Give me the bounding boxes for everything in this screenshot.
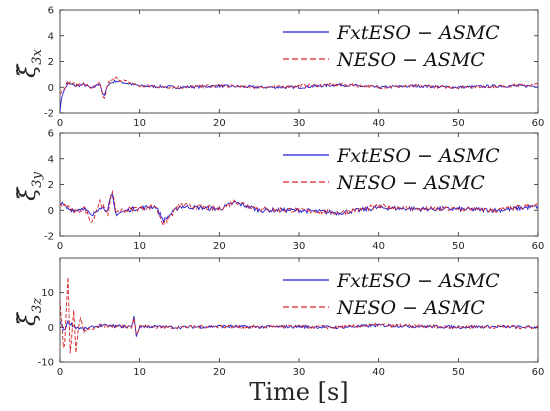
x-tick-label: 50 [452,241,465,252]
y-axis-label: ξ̃3x [13,48,45,77]
y-axis-label-subscript: 3x [30,48,45,64]
y-tick-label: 4 [48,31,54,42]
x-tick-label: 30 [293,118,306,129]
series-line-fxteso-asmc [60,79,538,112]
y-tick-label: 6 [48,6,54,17]
x-tick-label: 40 [372,241,385,252]
legend-label-1: NESO − ASMC [336,49,485,71]
y-axis-label-subscript: 3z [30,298,45,313]
legend-label-0: FxtESO − ASMC [336,22,500,44]
series-line-neso-asmc [60,277,538,354]
x-tick-label: 0 [57,367,63,378]
x-tick-label: 60 [532,241,545,252]
x-tick-label: 40 [372,118,385,129]
x-tick-label: 60 [532,367,545,378]
x-tick-label: 60 [532,118,545,129]
x-tick-label: 20 [213,241,226,252]
axes-frame [59,257,539,363]
y-tick-label: 6 [48,129,54,140]
y-axis-label: ξ̃3z [13,298,45,326]
x-tick-label: 20 [213,118,226,129]
y-tick-label: 2 [48,180,54,191]
x-tick-label: 20 [213,367,226,378]
y-tick-label: 10 [41,288,54,299]
series-line-neso-asmc [60,189,538,227]
x-tick-label: 50 [452,367,465,378]
x-axis-label: Time [s] [249,378,348,406]
y-axis-label-subscript: 3y [30,171,45,187]
y-tick-label: 0 [48,323,54,334]
x-tick-label: 0 [57,241,63,252]
legend-label-1: NESO − ASMC [336,297,485,319]
y-tick-label: 2 [48,57,54,68]
legend-label-1: NESO − ASMC [336,172,485,194]
y-tick-label: -10 [38,358,54,369]
x-tick-label: 10 [133,241,146,252]
axes-frame [59,9,539,114]
x-tick-label: 40 [372,367,385,378]
x-tick-label: 10 [133,118,146,129]
x-tick-label: 0 [57,118,63,129]
y-tick-label: -2 [44,232,54,243]
x-tick-label: 30 [293,367,306,378]
y-axis-label-symbol: ξ̃ [13,63,41,78]
series-line-neso-asmc [60,76,538,99]
x-tick-label: 30 [293,241,306,252]
y-axis-label-symbol: ξ̃ [13,186,41,201]
legend-label-0: FxtESO − ASMC [336,270,500,292]
legend-label-0: FxtESO − ASMC [336,145,500,167]
x-tick-label: 10 [133,367,146,378]
y-tick-label: -2 [44,109,54,120]
y-axis-label-symbol: ξ̃ [13,311,41,326]
y-tick-label: 4 [48,154,54,165]
x-tick-label: 50 [452,118,465,129]
y-axis-label: ξ̃3y [13,171,45,200]
y-tick-label: 0 [48,83,54,94]
y-tick-label: 0 [48,206,54,217]
